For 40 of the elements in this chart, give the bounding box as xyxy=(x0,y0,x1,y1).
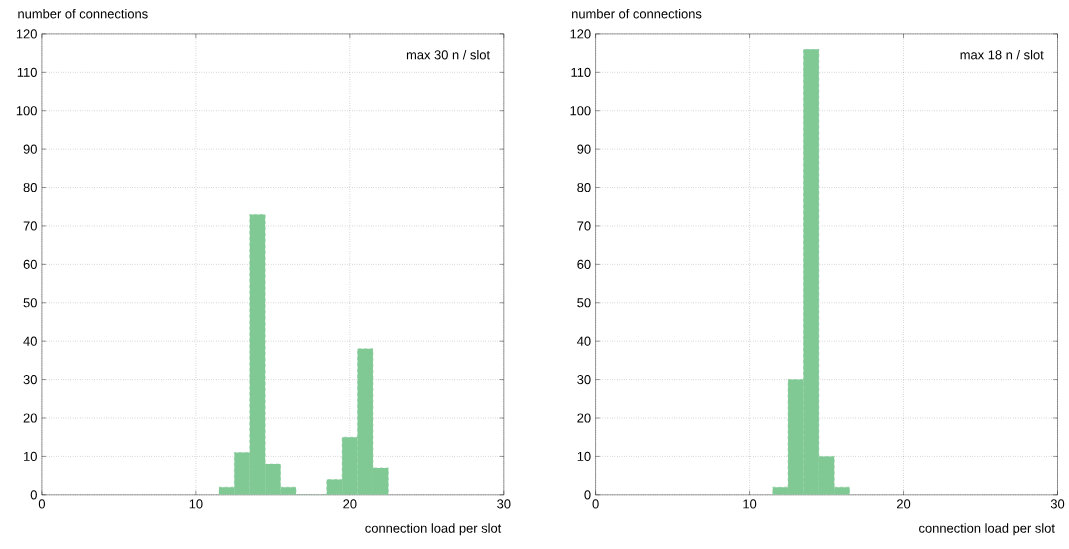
y-axis-title: number of connections xyxy=(18,9,148,19)
x-tick-label: 30 xyxy=(1050,499,1065,509)
y-tick-label: 10 xyxy=(577,451,591,462)
y-tick-label: 90 xyxy=(23,144,37,154)
y-axis-title: number of connections xyxy=(572,9,702,19)
x-tick-label: 0 xyxy=(38,499,45,509)
y-tick-label: 80 xyxy=(577,183,591,193)
y-tick-label: 90 xyxy=(577,144,591,154)
annotation: max 18 n / slot xyxy=(960,50,1044,60)
y-tick-label: 100 xyxy=(570,106,591,116)
x-axis-title: connection load per slot xyxy=(919,523,1055,536)
y-tick-label: 40 xyxy=(577,336,591,346)
y-tick-label: 110 xyxy=(17,67,37,78)
y-tick-label: 70 xyxy=(23,221,37,231)
x-axis-title: connection load per slot xyxy=(365,523,502,536)
y-tick-label: 80 xyxy=(23,183,37,193)
y-tick-label: 60 xyxy=(23,259,37,270)
y-tick-label: 10 xyxy=(24,451,37,462)
annotation: max 30 n / slot xyxy=(406,50,490,60)
y-tick-label: 110 xyxy=(571,67,591,78)
y-tick-label: 70 xyxy=(577,221,591,231)
y-tick-label: 0 xyxy=(30,490,37,500)
x-tick-label: 10 xyxy=(189,499,203,509)
y-tick-label: 50 xyxy=(23,298,37,308)
y-tick-label: 20 xyxy=(577,413,591,423)
y-tick-label: 50 xyxy=(577,298,591,308)
y-tick-label: 40 xyxy=(23,336,37,346)
y-tick-label: 0 xyxy=(584,490,591,500)
x-tick-label: 20 xyxy=(343,499,357,509)
y-tick-label: 20 xyxy=(23,413,37,423)
y-tick-label: 30 xyxy=(577,375,591,385)
y-tick-label: 120 xyxy=(16,29,37,39)
x-tick-label: 20 xyxy=(897,499,911,509)
x-tick-label: 0 xyxy=(592,499,599,509)
y-tick-label: 120 xyxy=(570,29,591,39)
x-tick-label: 10 xyxy=(743,499,757,509)
x-tick-label: 30 xyxy=(497,499,511,509)
y-tick-label: 30 xyxy=(23,375,37,385)
y-tick-label: 60 xyxy=(577,259,591,270)
y-tick-label: 100 xyxy=(16,106,37,116)
